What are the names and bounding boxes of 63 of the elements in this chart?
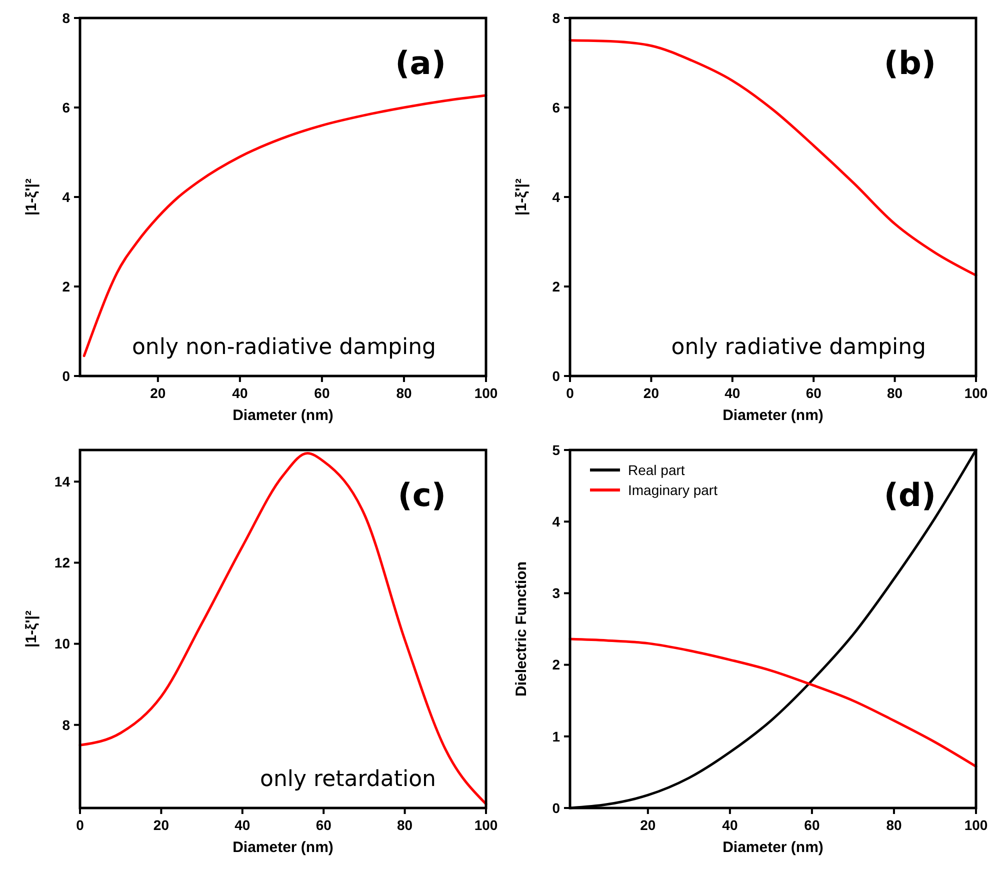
x-tick-label: 100	[474, 817, 498, 833]
annotation: (d)	[884, 476, 936, 514]
x-axis-title: Diameter (nm)	[722, 839, 824, 856]
y-tick-label: 0	[552, 368, 560, 384]
x-tick-label: 0	[76, 817, 84, 833]
line-series	[82, 94, 488, 358]
y-tick-label: 3	[552, 585, 560, 602]
y-axis-title: |1-ξ'|²	[23, 178, 40, 216]
x-tick-label: 40	[232, 385, 248, 401]
y-tick-label: 8	[552, 10, 560, 26]
y-tick-label: 5	[552, 442, 560, 458]
y-tick-label: 12	[54, 554, 70, 571]
x-axis-title: Diameter (nm)	[232, 839, 334, 856]
x-tick-label: 40	[724, 385, 740, 401]
legend-label: Imaginary part	[628, 482, 718, 498]
x-tick-label: 80	[887, 385, 903, 401]
y-axis-title: |1-ξ'|²	[23, 610, 40, 648]
y-tick-label: 8	[62, 716, 70, 733]
x-tick-label: 40	[722, 817, 738, 833]
y-tick-label: 2	[62, 278, 70, 294]
line-series	[78, 452, 488, 806]
x-tick-label: 20	[153, 817, 170, 833]
x-tick-label: 60	[314, 385, 330, 401]
annotation: (c)	[398, 476, 446, 514]
y-tick-label: 6	[62, 99, 70, 116]
y-tick-label: 4	[552, 188, 560, 205]
y-tick-label: 6	[552, 99, 560, 116]
x-axis-title: Diameter (nm)	[232, 407, 334, 424]
x-tick-label: 0	[566, 385, 574, 401]
x-tick-label: 20	[150, 385, 166, 401]
x-tick-label: 100	[474, 385, 498, 401]
x-tick-label: 40	[234, 817, 250, 833]
annotation: only radiative damping	[671, 335, 926, 360]
line-series	[568, 638, 978, 768]
y-tick-label: 0	[552, 800, 560, 816]
line-series	[568, 39, 978, 277]
x-tick-label: 80	[886, 817, 902, 833]
y-tick-label: 8	[62, 10, 70, 26]
x-tick-label: 100	[964, 817, 988, 833]
y-tick-label: 14	[54, 474, 70, 490]
x-axis-title: Diameter (nm)	[722, 407, 824, 424]
y-axis-title: Dielectric Function	[513, 561, 530, 697]
x-tick-label: 100	[964, 385, 988, 401]
x-tick-label: 60	[806, 385, 822, 401]
annotation: only non-radiative damping	[132, 335, 436, 360]
annotation: only retardation	[260, 767, 436, 792]
x-tick-label: 20	[640, 817, 656, 833]
annotation: (a)	[395, 44, 446, 82]
legend-label: Real part	[628, 462, 685, 478]
y-tick-label: 1	[552, 728, 560, 744]
y-tick-label: 2	[552, 278, 560, 294]
y-tick-label: 10	[54, 636, 70, 652]
annotation: (b)	[884, 44, 936, 82]
y-axis-title: |1-ξ'|²	[513, 178, 530, 216]
y-tick-label: 4	[62, 188, 70, 205]
x-tick-label: 20	[643, 385, 660, 401]
x-tick-label: 60	[316, 817, 332, 833]
y-tick-label: 0	[62, 368, 70, 384]
x-tick-label: 60	[804, 817, 820, 833]
x-tick-label: 80	[396, 385, 412, 401]
y-tick-label: 4	[552, 514, 560, 530]
x-tick-label: 80	[397, 817, 413, 833]
y-tick-label: 2	[552, 656, 560, 673]
